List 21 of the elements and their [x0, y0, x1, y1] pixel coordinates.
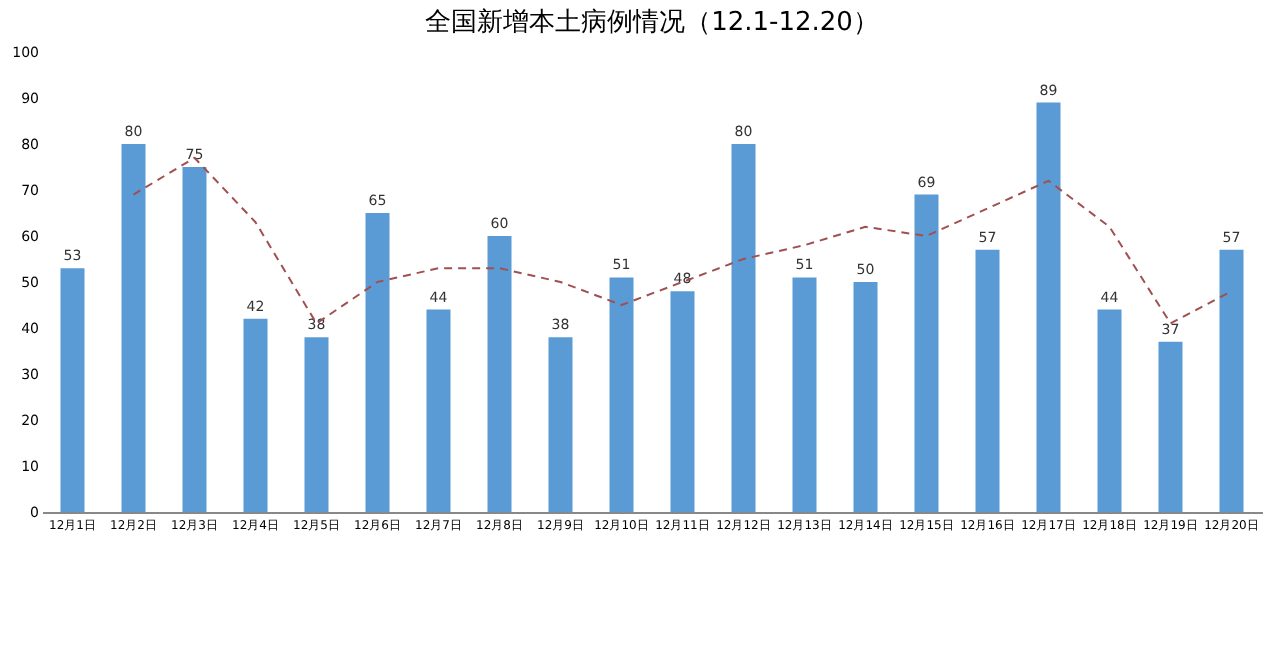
chart-title: 全国新增本土病例情况（12.1-12.20）	[425, 8, 879, 38]
bar	[914, 194, 939, 512]
bar	[609, 277, 634, 512]
bar	[731, 144, 756, 512]
bar	[426, 309, 451, 512]
bar	[243, 318, 268, 512]
bar	[182, 167, 207, 512]
bar	[1097, 309, 1122, 512]
bar	[1219, 249, 1244, 512]
bar	[60, 268, 85, 512]
bar	[121, 144, 146, 512]
bar	[487, 236, 512, 512]
bar	[792, 277, 817, 512]
bar	[304, 337, 329, 512]
bar	[1158, 341, 1183, 512]
bar	[548, 337, 573, 512]
bar	[1036, 102, 1061, 512]
bar	[670, 291, 695, 512]
bar	[853, 282, 878, 512]
bar	[975, 249, 1000, 512]
bar	[365, 213, 390, 512]
